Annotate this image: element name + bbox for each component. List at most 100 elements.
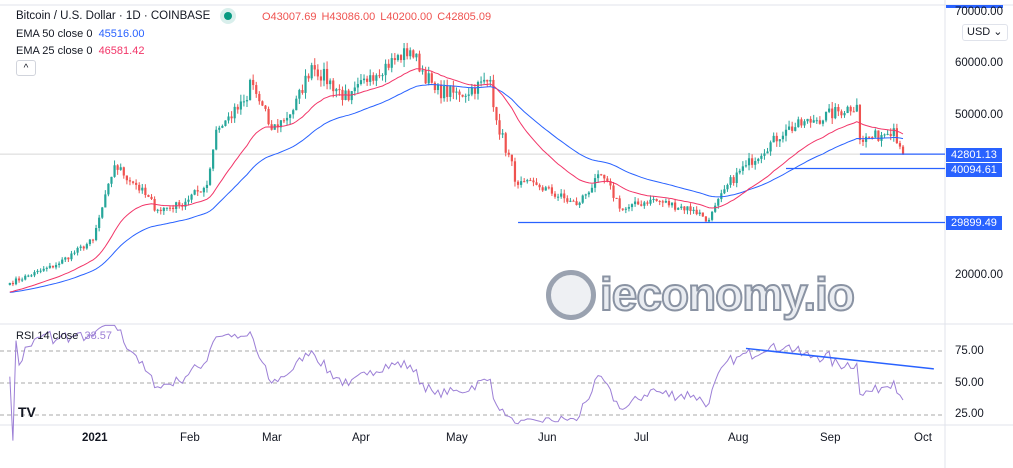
candle-body — [584, 194, 587, 196]
candle-body — [458, 91, 461, 95]
candle-body — [279, 120, 282, 128]
candle-body — [852, 111, 855, 113]
collapse-legend-button[interactable]: ^ — [16, 60, 36, 76]
candle-body — [553, 193, 557, 197]
candle-body — [135, 182, 138, 185]
candle-body — [714, 205, 717, 212]
candle-body — [8, 282, 11, 285]
candle-body — [550, 187, 554, 194]
candle-body — [79, 246, 82, 248]
candle-body — [113, 165, 116, 177]
candle-body — [800, 119, 803, 126]
candle-body — [560, 193, 563, 197]
ieconomy-logo-icon — [546, 270, 596, 320]
candle-body — [473, 87, 477, 94]
candle-body — [754, 161, 757, 165]
candle-body — [470, 87, 473, 95]
candle-body — [821, 120, 825, 124]
candle-body — [871, 137, 874, 139]
candle-body — [45, 267, 48, 269]
candle-body — [350, 91, 353, 101]
candle-body — [646, 202, 649, 204]
candle-body — [831, 108, 834, 119]
candle-body — [504, 133, 507, 153]
candle-body — [735, 172, 738, 184]
candle-body — [433, 82, 436, 91]
open-value: O43007.69 — [262, 11, 317, 23]
candle-body — [541, 187, 544, 191]
candle-body — [301, 90, 304, 93]
rsi-legend[interactable]: RSI 14 close 38.57 — [16, 330, 112, 342]
rsi-tick-50: 50.00 — [955, 377, 984, 389]
ema25-legend[interactable]: EMA 25 close 0 46581.42 — [16, 45, 144, 57]
candle-body — [775, 135, 778, 142]
candle-body — [532, 180, 535, 183]
candle-body — [24, 275, 27, 280]
candle-body — [760, 155, 763, 159]
candle-body — [227, 116, 230, 121]
candle-body — [264, 105, 267, 109]
candle-body — [88, 239, 92, 245]
candle-body — [424, 70, 427, 84]
candle-body — [526, 180, 529, 182]
candle-body — [128, 180, 132, 182]
candle-body — [289, 114, 292, 118]
candle-body — [868, 136, 871, 138]
candle-body — [329, 80, 332, 85]
candle-body — [390, 58, 393, 68]
candle-body — [587, 192, 590, 195]
candle-body — [720, 193, 723, 200]
candle-body — [396, 55, 400, 61]
candle-body — [661, 201, 664, 203]
candle-body — [138, 184, 141, 191]
candle-body — [178, 202, 181, 206]
rsi-tick-25: 25.00 — [955, 408, 984, 420]
candle-body — [603, 174, 606, 179]
candle-body — [218, 127, 221, 130]
candle-body — [855, 104, 858, 112]
candle-body — [501, 133, 504, 135]
candle-body — [689, 206, 692, 211]
candle-body — [436, 84, 440, 91]
candle-body — [215, 129, 218, 150]
candle-body — [187, 199, 190, 202]
candle-body — [729, 177, 732, 185]
candle-body — [818, 120, 821, 124]
candle-body — [787, 126, 791, 130]
candle-body — [313, 65, 316, 70]
currency-label: USD — [967, 26, 991, 38]
candle-body — [738, 170, 741, 173]
candle-body — [212, 149, 215, 169]
time-tick-oct: Oct — [914, 432, 932, 444]
candle-body — [449, 86, 452, 97]
candle-body — [523, 181, 526, 183]
candle-body — [199, 191, 202, 193]
candle-body — [452, 86, 455, 93]
candle-body — [107, 183, 110, 195]
time-tick-jun: Jun — [538, 432, 557, 444]
candle-body — [717, 199, 720, 206]
rsi-label: RSI 14 close — [16, 330, 79, 342]
price-tick-50000: 50000.00 — [955, 109, 1003, 121]
ema25-value: 46581.42 — [98, 45, 145, 57]
scale-highlight — [946, 5, 1003, 8]
ema50-legend[interactable]: EMA 50 close 0 45516.00 — [16, 28, 144, 40]
candle-body — [30, 275, 33, 277]
candle-body — [840, 111, 843, 116]
candle-body — [461, 94, 464, 97]
candle-body — [615, 197, 618, 199]
candle-body — [510, 154, 513, 162]
candle-body — [58, 263, 61, 265]
candle-body — [54, 264, 58, 268]
candle-body — [621, 208, 624, 210]
rsi-value: 38.57 — [84, 330, 113, 342]
candle-body — [658, 200, 661, 202]
candle-body — [707, 219, 711, 222]
currency-dropdown[interactable]: USD ⌄ — [962, 24, 1008, 41]
tradingview-logo[interactable]: TV — [18, 404, 36, 420]
candle-body — [815, 120, 818, 122]
candle-body — [427, 73, 430, 84]
candle-body — [886, 133, 889, 135]
